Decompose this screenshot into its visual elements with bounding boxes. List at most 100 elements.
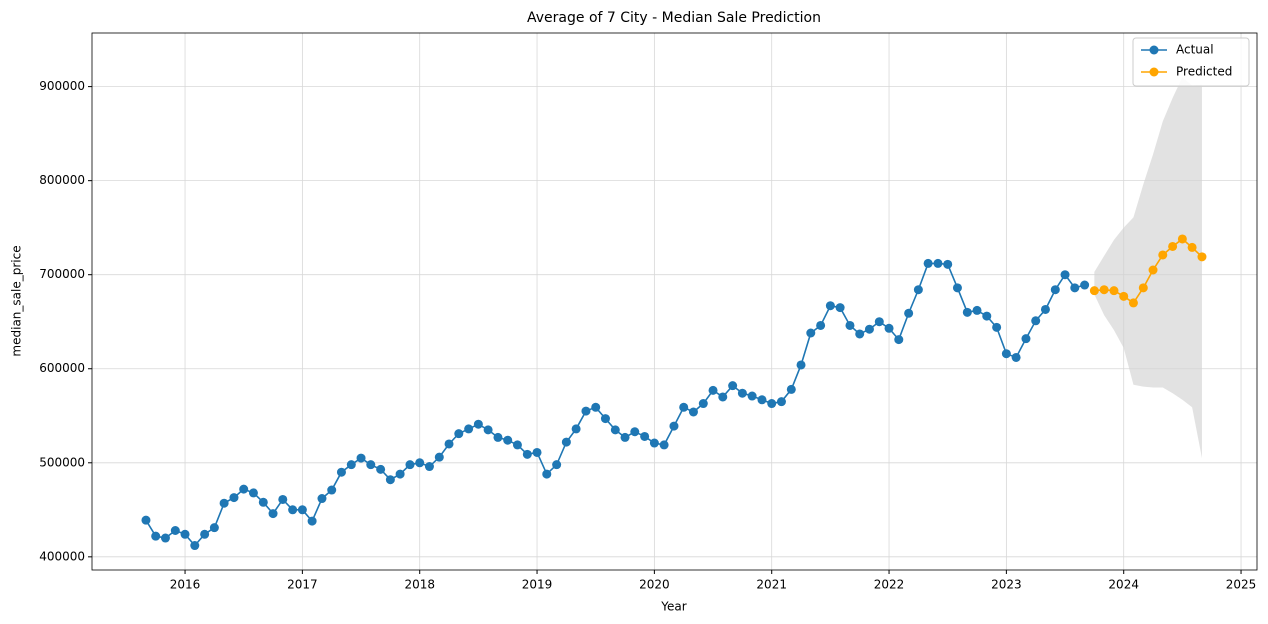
data-point — [649, 438, 659, 448]
x-tick-label: 2025 — [1226, 578, 1257, 592]
y-axis-label: median_sale_price — [10, 245, 24, 356]
y-tick-label: 800000 — [39, 173, 85, 187]
data-point — [620, 432, 630, 442]
confidence-band — [1094, 77, 1202, 459]
data-point — [141, 515, 151, 525]
x-tick-label: 2024 — [1108, 578, 1139, 592]
x-tick-label: 2022 — [874, 578, 905, 592]
data-point — [630, 427, 640, 437]
data-point — [385, 475, 395, 485]
data-point — [669, 421, 679, 431]
legend-label: Actual — [1176, 43, 1214, 57]
data-point — [473, 419, 483, 429]
data-point — [591, 402, 601, 412]
data-point — [728, 381, 738, 391]
data-point — [1089, 286, 1099, 296]
y-tick-label: 500000 — [39, 455, 85, 469]
data-point — [776, 397, 786, 407]
y-tick-label: 600000 — [39, 361, 85, 375]
data-point — [1138, 283, 1148, 293]
data-point — [952, 283, 962, 293]
x-tick-label: 2016 — [170, 578, 201, 592]
data-point — [581, 406, 591, 416]
data-point — [1119, 291, 1129, 301]
data-point — [992, 322, 1002, 332]
data-point — [923, 258, 933, 268]
data-point — [454, 429, 464, 439]
data-point — [806, 328, 816, 338]
data-point — [561, 437, 571, 447]
data-point — [747, 391, 757, 401]
x-tick-label: 2021 — [756, 578, 787, 592]
data-point — [395, 469, 405, 479]
data-point — [346, 460, 356, 470]
data-point — [493, 432, 503, 442]
data-point — [571, 424, 581, 434]
data-point — [552, 460, 562, 470]
data-point — [1060, 270, 1070, 280]
data-point — [943, 259, 953, 269]
data-point — [698, 399, 708, 409]
data-point — [405, 460, 415, 470]
data-point — [1099, 285, 1109, 295]
data-point — [855, 329, 865, 339]
data-point — [718, 392, 728, 402]
data-point — [1109, 286, 1119, 296]
data-point — [816, 320, 826, 330]
data-point — [464, 424, 474, 434]
data-point — [835, 303, 845, 313]
data-point — [1158, 250, 1168, 260]
data-point — [1031, 316, 1041, 326]
data-point — [962, 307, 972, 317]
data-point — [757, 395, 767, 405]
x-axis-label: Year — [660, 600, 686, 614]
legend-marker — [1149, 45, 1159, 55]
data-point — [1148, 265, 1158, 275]
data-point — [248, 488, 258, 498]
data-point — [913, 285, 923, 295]
data-point — [268, 509, 278, 519]
data-point — [170, 526, 180, 536]
data-point — [640, 431, 650, 441]
data-point — [767, 399, 777, 409]
x-tick-label: 2023 — [991, 578, 1022, 592]
data-point — [610, 425, 620, 435]
data-point — [600, 414, 610, 424]
data-point — [444, 439, 454, 449]
data-point — [1011, 352, 1021, 362]
x-tick-label: 2019 — [522, 578, 553, 592]
data-point — [708, 385, 718, 395]
data-point — [160, 533, 170, 543]
data-point — [1080, 280, 1090, 290]
data-point — [1021, 334, 1031, 344]
data-point — [239, 484, 249, 494]
data-point — [1001, 349, 1011, 359]
data-point — [1177, 234, 1187, 244]
data-point — [336, 467, 346, 477]
data-point — [356, 453, 366, 463]
data-point — [327, 485, 337, 495]
data-point — [532, 447, 542, 457]
data-point — [434, 452, 444, 462]
y-tick-label: 900000 — [39, 79, 85, 93]
data-point — [864, 324, 874, 334]
data-point — [874, 317, 884, 327]
data-point — [219, 498, 229, 508]
data-point — [1050, 285, 1060, 295]
data-point — [376, 464, 386, 474]
legend-marker — [1149, 67, 1159, 77]
data-point — [1040, 304, 1050, 314]
data-point — [796, 360, 806, 370]
legend-label: Predicted — [1176, 65, 1232, 79]
data-point — [845, 320, 855, 330]
data-point — [1168, 241, 1178, 251]
data-point — [737, 388, 747, 398]
data-point — [884, 323, 894, 333]
data-point — [1070, 283, 1080, 293]
data-point — [190, 541, 200, 551]
data-point — [933, 258, 943, 268]
x-tick-label: 2018 — [404, 578, 435, 592]
